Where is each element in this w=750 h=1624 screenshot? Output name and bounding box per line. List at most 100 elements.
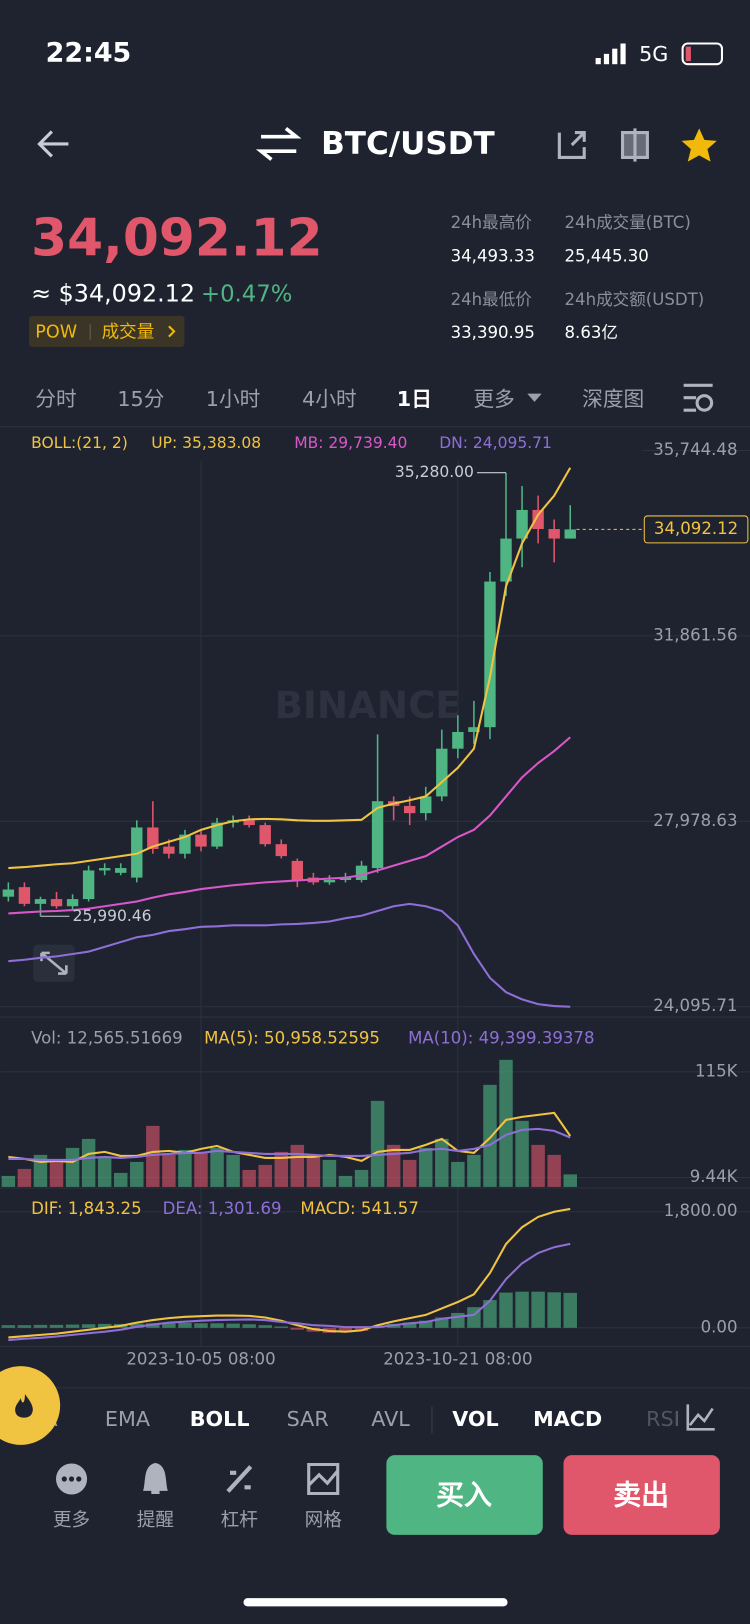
- macd-bar: [130, 1323, 144, 1328]
- stat-value: 25,445.30: [565, 246, 649, 265]
- macd-bar: [515, 1291, 529, 1328]
- legend: DIF: 1,843.25: [31, 1199, 141, 1218]
- indicator-line: [8, 736, 571, 915]
- candle-body: [371, 801, 384, 869]
- legend: MA(5): 50,958.52595: [204, 1028, 380, 1047]
- last-price-box: [643, 515, 749, 544]
- candle-body: [98, 868, 111, 871]
- interval-tab[interactable]: 15分: [117, 387, 164, 411]
- legend: DN: 24,095.71: [439, 434, 552, 452]
- y-tick-label: 0.00: [701, 1317, 738, 1336]
- legend-bg: [0, 430, 643, 456]
- stat-label: 24h成交量(BTC): [565, 213, 691, 232]
- clock: 22:45: [46, 37, 132, 68]
- price-usd: ≈ $34,092.12: [31, 280, 195, 308]
- toolbar-label[interactable]: 提醒: [137, 1510, 174, 1531]
- y-tick-label: 115K: [695, 1061, 739, 1080]
- macd-bar: [81, 1324, 96, 1328]
- alert-icon[interactable]: [143, 1462, 168, 1495]
- swap-icon[interactable]: [255, 127, 302, 161]
- interval-tab[interactable]: 分时: [35, 387, 76, 411]
- indicator-tab[interactable]: EMA: [105, 1407, 150, 1431]
- signal-icon: [595, 43, 626, 65]
- volume-bar: [210, 1147, 224, 1187]
- candle-body: [131, 827, 143, 878]
- candle-body: [195, 834, 207, 847]
- watermark: BINANCE: [275, 683, 461, 727]
- candle-body: [259, 825, 271, 845]
- interval-tab[interactable]: 更多: [473, 387, 514, 411]
- macd-bar: [242, 1324, 256, 1328]
- tag-badge[interactable]: [29, 315, 185, 347]
- macd-bar: [402, 1322, 417, 1328]
- candle-body: [323, 879, 336, 883]
- toolbar-label[interactable]: 更多: [53, 1510, 90, 1531]
- candle-body: [484, 581, 496, 728]
- stat-value: 8.63亿: [565, 323, 618, 342]
- settings-icon-gear[interactable]: [695, 394, 714, 412]
- candle-body: [500, 538, 512, 582]
- candle-body: [404, 805, 416, 814]
- volume-bar: [483, 1084, 497, 1187]
- high-label: 35,280.00: [395, 463, 474, 481]
- macd-bar: [33, 1324, 48, 1328]
- indicator-tab[interactable]: SAR: [287, 1407, 329, 1431]
- macd-bar: [1, 1325, 16, 1328]
- volume-bar: [17, 1168, 32, 1187]
- macd-bar: [435, 1317, 449, 1328]
- volume-bar: [547, 1154, 561, 1187]
- macd-bar: [65, 1324, 80, 1328]
- legend: Vol: 12,565.51669: [31, 1028, 183, 1047]
- candle-body: [179, 834, 191, 854]
- volume-bar: [162, 1154, 176, 1187]
- legend: DEA: 1,301.69: [163, 1199, 282, 1218]
- indicator-tab[interactable]: MACD: [533, 1407, 602, 1431]
- leverage-icon[interactable]: [226, 1465, 253, 1493]
- macd-bar: [338, 1327, 353, 1333]
- sell-button[interactable]: [563, 1455, 720, 1535]
- x-tick-label: 2023-10-21 08:00: [383, 1349, 532, 1368]
- share-icon[interactable]: [557, 131, 586, 159]
- indicator-tab[interactable]: AVL: [371, 1407, 410, 1431]
- candle-body: [211, 822, 223, 847]
- volume-bar: [242, 1169, 256, 1187]
- candle-body: [163, 846, 175, 854]
- legend: MACD: 541.57: [300, 1199, 418, 1218]
- volume-bar: [1, 1175, 16, 1187]
- back-button[interactable]: [37, 130, 69, 158]
- last-price: 34,092.12: [31, 208, 322, 268]
- tag-link: 成交量: [102, 322, 155, 342]
- dropdown-arrow: [527, 393, 542, 402]
- candle-body: [516, 509, 528, 539]
- indicator-tab[interactable]: VOL: [452, 1407, 498, 1431]
- toolbar-label[interactable]: 杠杆: [221, 1510, 258, 1531]
- compare-icon[interactable]: [620, 128, 649, 162]
- indicator-tab[interactable]: BOLL: [190, 1407, 250, 1431]
- volume-bar: [130, 1161, 144, 1187]
- chart-settings-icon[interactable]: [686, 1404, 715, 1431]
- candle-body: [34, 899, 47, 904]
- volume-bar: [274, 1151, 288, 1187]
- interval-tab[interactable]: 4小时: [302, 387, 357, 411]
- candle-body: [420, 796, 432, 814]
- volume-bar: [146, 1125, 160, 1187]
- favorite-star[interactable]: [681, 128, 717, 162]
- macd-bar: [531, 1291, 545, 1328]
- interval-tab[interactable]: 1日: [397, 387, 432, 411]
- indicator-line: [8, 1242, 571, 1342]
- macd-bar: [162, 1323, 176, 1328]
- toolbar-label[interactable]: 网格: [305, 1510, 343, 1531]
- stat-value: 33,390.95: [451, 323, 535, 342]
- volume-bar: [226, 1154, 240, 1187]
- volume-bar: [97, 1157, 112, 1187]
- settings-icon[interactable]: [683, 383, 713, 412]
- volume-bar: [402, 1159, 417, 1187]
- grid-icon[interactable]: [307, 1462, 340, 1496]
- y-tick-label: 9.44K: [690, 1167, 739, 1186]
- buy-button[interactable]: [386, 1455, 543, 1535]
- interval-tab[interactable]: 1小时: [206, 387, 261, 411]
- volume-bar: [531, 1144, 545, 1187]
- interval-tab[interactable]: 深度图: [582, 387, 644, 411]
- candle-body: [2, 889, 15, 897]
- macd-bar: [290, 1327, 305, 1330]
